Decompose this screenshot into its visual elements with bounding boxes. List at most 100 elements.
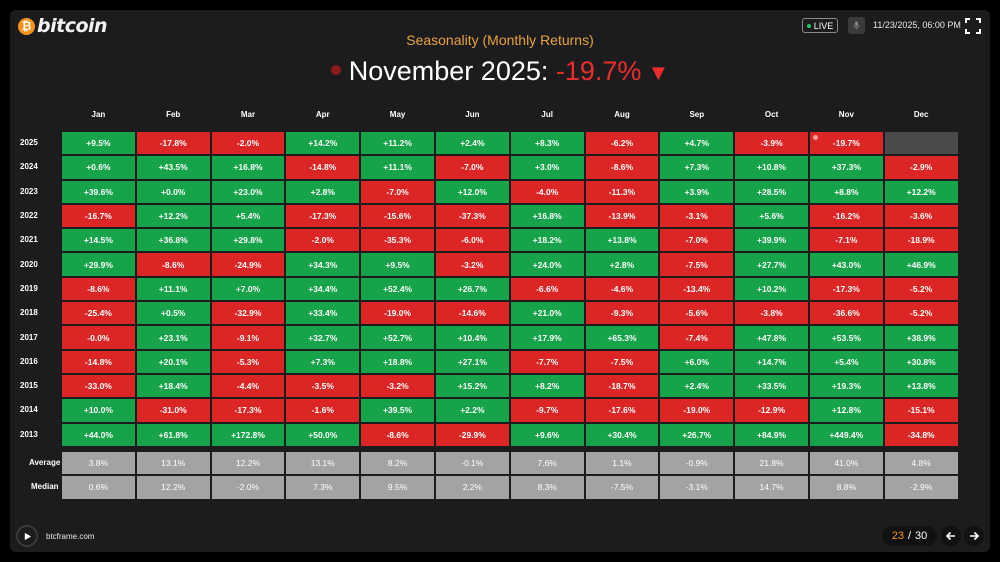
microphone-icon <box>853 21 860 30</box>
heatmap-cell-2014-nov: +12.8% <box>808 398 884 423</box>
heatmap-cell-2021-aug: +13.8% <box>584 228 660 253</box>
cell-value: -31.0% <box>159 405 187 416</box>
heatmap-cell-2017-mar: -9.1% <box>210 325 286 350</box>
heatmap-cell-2016-sep: +6.0% <box>659 349 735 374</box>
play-button[interactable] <box>16 525 38 547</box>
heatmap-cell-2023-may: -7.0% <box>360 179 435 204</box>
microphone-button[interactable] <box>848 17 865 34</box>
heatmap-cell-2022-nov: -16.2% <box>808 203 884 229</box>
cell-value: -13.9% <box>608 211 636 222</box>
stat-cell-average-dec: 4.8% <box>883 451 959 476</box>
heatmap-cell-2022-jun: -37.3% <box>434 203 510 229</box>
cell-value: -7.0% <box>386 186 409 197</box>
headline-label: November 2025: <box>348 56 549 86</box>
heatmap-cell-2018-feb: +0.5% <box>135 301 211 326</box>
live-label: LIVE <box>813 20 834 31</box>
heatmap-row-2020: +29.9% -8.6% -24.9% +34.3% +9.5% -3.2% +24.0% +… <box>61 252 959 277</box>
page-total: 30 <box>915 530 928 542</box>
heatmap-cell-2018-jun: -14.6% <box>434 301 510 326</box>
stat-cell-median-jul: 8.3% <box>509 475 585 500</box>
heatmap-cell-2025-jan: +9.5% <box>61 131 136 156</box>
stat-value: 14.7% <box>759 482 784 493</box>
cell-value: -8.6% <box>386 429 409 440</box>
heatmap-cell-2025-nov: -19.7% <box>808 131 884 156</box>
heatmap-cell-2020-sep: -7.5% <box>659 252 735 277</box>
stat-cell-median-may: 9.5% <box>360 475 435 500</box>
cell-value: -5.3% <box>236 356 260 367</box>
heatmap-cell-2015-apr: -3.5% <box>285 373 361 399</box>
cell-value: +11.1% <box>383 162 412 173</box>
heatmap-cell-2013-aug: +30.4% <box>584 422 660 447</box>
year-label-2022: 2022 <box>20 211 38 221</box>
cell-value: +28.5% <box>757 186 787 197</box>
heatmap-cell-2014-sep: -19.0% <box>659 398 735 423</box>
stat-cell-median-jun: 2.2% <box>434 475 510 500</box>
heatmap-cell-2019-dec: -5.2% <box>883 276 959 302</box>
cell-value: -3.8% <box>760 308 783 319</box>
fullscreen-icon[interactable] <box>965 18 981 34</box>
heatmap-cell-2023-jul: -4.0% <box>509 179 585 204</box>
heatmap-cell-2017-nov: +53.5% <box>808 325 884 350</box>
heatmap-cell-2014-jun: +2.2% <box>434 398 510 423</box>
cell-value: -0.0% <box>87 332 110 343</box>
year-label-2023: 2023 <box>20 186 38 196</box>
heatmap-cell-2021-feb: +36.8% <box>135 228 211 253</box>
site-url[interactable]: btcframe.com <box>46 532 95 541</box>
cell-value: +18.2% <box>532 235 562 246</box>
datetime-display: 11/23/2025, 06:00 PM <box>873 20 961 30</box>
heatmap-cell-2022-aug: -13.9% <box>584 203 660 229</box>
stat-value: 12.2% <box>161 482 186 493</box>
cell-value: +36.8% <box>158 235 188 246</box>
cell-value: -34.8% <box>907 429 935 440</box>
live-indicator-dot <box>806 23 811 28</box>
play-icon <box>24 532 31 540</box>
heatmap-cell-2024-jul: +3.0% <box>509 155 585 180</box>
heatmap-cell-2014-may: +39.5% <box>360 398 435 423</box>
month-header-oct: Oct <box>764 110 779 119</box>
heatmap-row-2019: -8.6% +11.1% +7.0% +34.4% +52.4% +26.7% -6.6% -… <box>61 276 959 302</box>
cell-value: +14.7% <box>757 356 787 367</box>
heatmap-cell-2018-apr: +33.4% <box>285 301 361 326</box>
prev-button[interactable] <box>941 526 961 546</box>
cell-value: -8.6% <box>87 283 110 294</box>
stat-value: 21.8% <box>759 458 784 469</box>
stat-cell-average-may: 8.2% <box>360 451 435 476</box>
stat-cell-median-mar: -2.0% <box>210 475 286 500</box>
heatmap-cell-2013-feb: +61.8% <box>135 422 211 447</box>
stat-cell-average-aug: 1.1% <box>584 451 660 476</box>
heatmap-cell-2020-oct: +27.7% <box>734 252 809 277</box>
cell-value: -3.2% <box>386 381 409 392</box>
heatmap-cell-2023-nov: +8.8% <box>808 179 884 204</box>
cell-value: +52.7% <box>383 332 413 343</box>
cell-value: +12.2% <box>158 211 188 222</box>
month-header-nov: Nov <box>838 110 854 119</box>
cell-value: +2.4% <box>684 381 709 392</box>
cell-value: -13.4% <box>683 283 711 294</box>
heatmap-cell-2013-sep: +26.7% <box>659 422 735 447</box>
live-badge[interactable]: LIVE <box>802 18 838 33</box>
cell-value: -29.9% <box>458 429 486 440</box>
heatmap-cell-2022-jul: +16.8% <box>509 203 585 229</box>
heatmap-cell-2024-jan: +0.6% <box>61 155 136 180</box>
heatmap-cell-2016-jul: -7.7% <box>509 349 585 374</box>
cell-value: +37.3% <box>831 162 861 173</box>
heatmap-cell-2015-feb: +18.4% <box>135 373 211 399</box>
cell-value: +6.0% <box>684 356 709 367</box>
heatmap-cell-2025-mar: -2.0% <box>210 131 286 156</box>
heatmap-cell-2015-jul: +8.2% <box>509 373 585 399</box>
cell-value: -9.3% <box>610 308 634 319</box>
cell-value: -6.0% <box>461 235 484 246</box>
heatmap-cell-2014-apr: -1.6% <box>285 398 361 423</box>
cell-value: +7.3% <box>310 356 335 367</box>
heatmap-cell-2018-may: -19.0% <box>360 301 435 326</box>
heatmap-cell-2018-jul: +21.0% <box>509 301 585 326</box>
heatmap-row-2013: +44.0% +61.8% +172.8% +50.0% -8.6% -29.9% +9.6… <box>61 422 959 447</box>
cell-value: -7.7% <box>536 356 559 367</box>
next-button[interactable] <box>964 526 984 546</box>
stats-grid: 3.8% 13.1% 12.2% 13.1% 8.2% -0.1% 7.6% 1.1% -0.9… <box>61 451 959 500</box>
cell-value: +19.3% <box>831 381 861 392</box>
heatmap-cell-2017-apr: +32.7% <box>285 325 361 350</box>
cell-value: +12.2% <box>906 186 936 197</box>
cell-value: -3.1% <box>685 211 708 222</box>
heatmap-cell-2016-oct: +14.7% <box>734 349 809 374</box>
